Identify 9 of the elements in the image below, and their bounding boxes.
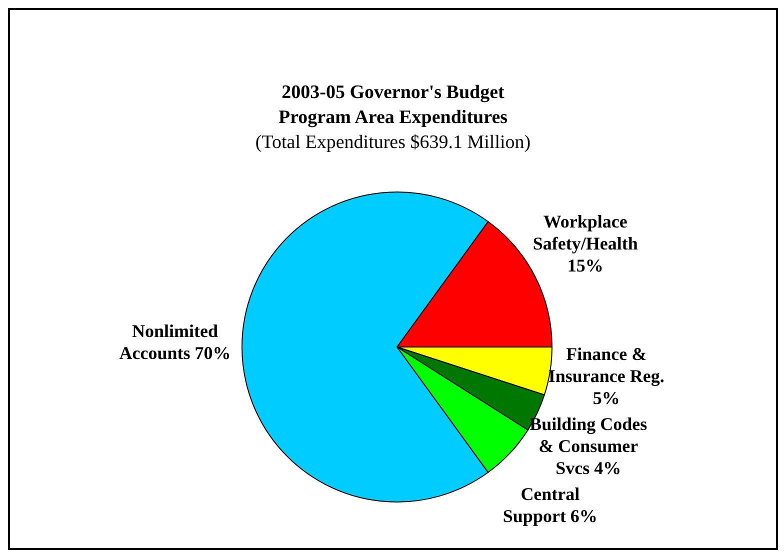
slice-label: Building Codes & Consumer Svcs 4%	[530, 414, 648, 478]
slice-label: Workplace Safety/Health	[532, 211, 638, 254]
slice-label: Finance & Insurance Reg.	[548, 344, 664, 386]
chart-subtitle: (Total Expenditures $639.1 Million)	[254, 131, 532, 155]
slice-label: Nonlimited Accounts 70%	[119, 321, 231, 363]
data-label: 15%	[567, 255, 604, 276]
chart-title: 2003-05 Governor's Budget Program Area Expenditures	[277, 81, 509, 130]
data-label: 5%	[592, 388, 620, 408]
slice-label: Central Support 6%	[502, 484, 598, 526]
